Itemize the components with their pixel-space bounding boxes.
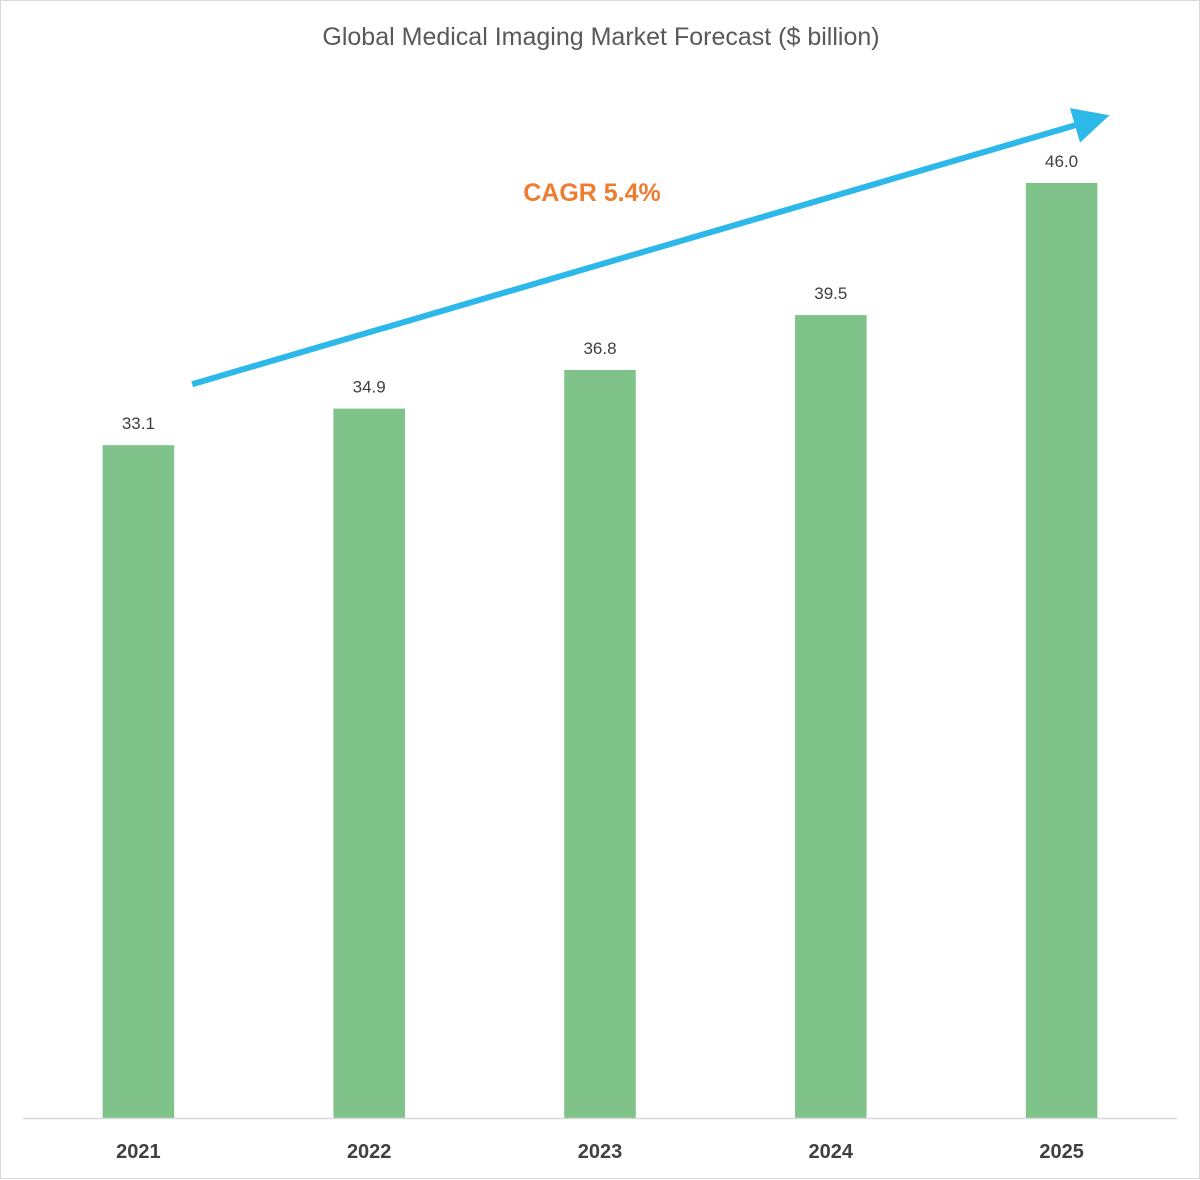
x-tick-label-2022: 2022 (347, 1141, 392, 1163)
data-label-2023: 36.8 (583, 339, 616, 358)
bar-2024 (795, 315, 867, 1118)
data-label-2024: 39.5 (814, 284, 847, 303)
bar-2025 (1025, 182, 1098, 1118)
bars-layer (102, 182, 1098, 1118)
bar-2022 (333, 408, 405, 1118)
labels-layer: 33.1 2021 34.9 2022 36.8 2023 39.5 2024 46.0 2025 (116, 152, 1084, 1163)
cagr-annotation: CAGR 5.4% (523, 179, 661, 207)
cagr-trend-arrow (191, 108, 1110, 388)
data-label-2025: 46.0 (1045, 152, 1078, 171)
bar-2021 (102, 445, 175, 1118)
x-tick-label-2021: 2021 (116, 1141, 161, 1163)
bar-2023 (564, 369, 636, 1118)
chart-title: Global Medical Imaging Market Forecast (… (322, 23, 879, 51)
x-tick-label-2024: 2024 (809, 1141, 854, 1163)
x-tick-label-2025: 2025 (1039, 1141, 1084, 1163)
x-tick-label-2023: 2023 (578, 1141, 623, 1163)
data-label-2022: 34.9 (353, 378, 386, 397)
data-label-2021: 33.1 (122, 414, 155, 433)
